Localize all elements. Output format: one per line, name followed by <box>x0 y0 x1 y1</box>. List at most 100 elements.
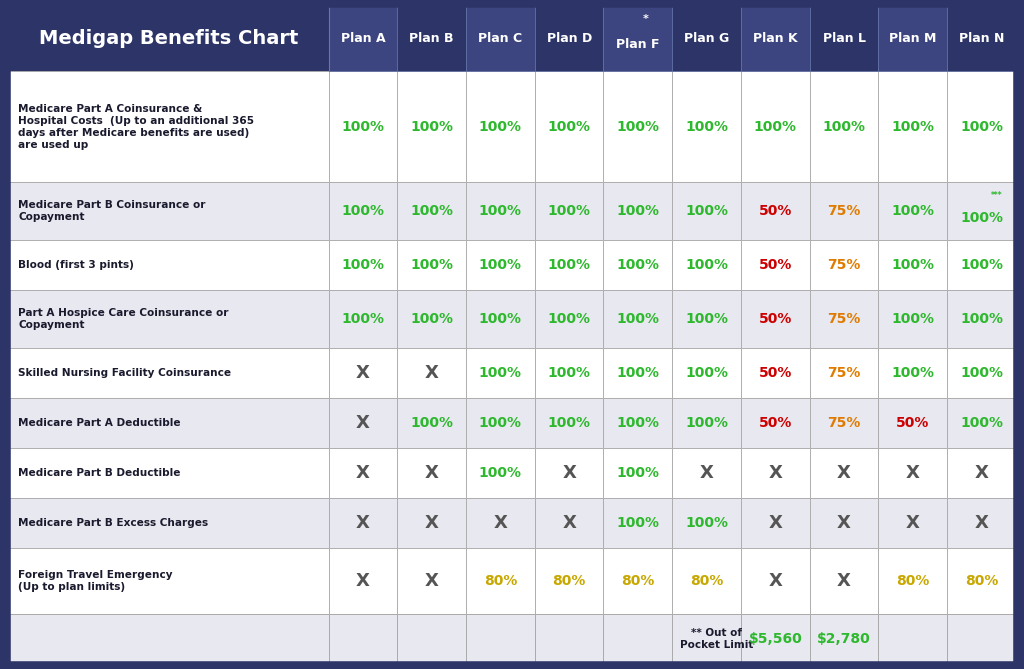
FancyBboxPatch shape <box>741 290 810 348</box>
FancyBboxPatch shape <box>879 348 947 398</box>
Text: X: X <box>768 572 782 590</box>
Text: 100%: 100% <box>959 416 1002 430</box>
FancyBboxPatch shape <box>8 548 329 613</box>
FancyBboxPatch shape <box>603 398 672 448</box>
FancyBboxPatch shape <box>535 240 603 290</box>
Text: 100%: 100% <box>479 120 522 134</box>
FancyBboxPatch shape <box>329 183 397 240</box>
FancyBboxPatch shape <box>329 448 397 498</box>
FancyBboxPatch shape <box>672 5 741 72</box>
FancyBboxPatch shape <box>397 398 466 448</box>
FancyBboxPatch shape <box>397 348 466 398</box>
Text: Part A Hospice Care Coinsurance or
Copayment: Part A Hospice Care Coinsurance or Copay… <box>18 308 228 330</box>
Text: X: X <box>768 464 782 482</box>
FancyBboxPatch shape <box>603 448 672 498</box>
Text: 100%: 100% <box>685 416 728 430</box>
FancyBboxPatch shape <box>535 498 603 548</box>
Text: X: X <box>562 464 577 482</box>
FancyBboxPatch shape <box>535 398 603 448</box>
Text: Blood (first 3 pints): Blood (first 3 pints) <box>18 260 134 270</box>
FancyBboxPatch shape <box>810 183 879 240</box>
Text: 100%: 100% <box>891 120 934 134</box>
Text: X: X <box>356 464 370 482</box>
FancyBboxPatch shape <box>672 348 741 398</box>
Text: 75%: 75% <box>827 366 861 380</box>
Text: Medicare Part B Coinsurance or
Copayment: Medicare Part B Coinsurance or Copayment <box>18 201 206 222</box>
FancyBboxPatch shape <box>672 72 741 183</box>
Text: 100%: 100% <box>548 416 591 430</box>
FancyBboxPatch shape <box>466 240 535 290</box>
FancyBboxPatch shape <box>603 348 672 398</box>
Text: 50%: 50% <box>759 312 792 326</box>
Text: Plan G: Plan G <box>684 32 729 45</box>
Text: Plan D: Plan D <box>547 32 592 45</box>
Text: X: X <box>494 514 507 532</box>
FancyBboxPatch shape <box>466 398 535 448</box>
Text: 50%: 50% <box>759 366 792 380</box>
Text: 100%: 100% <box>616 366 659 380</box>
FancyBboxPatch shape <box>8 183 329 240</box>
FancyBboxPatch shape <box>466 448 535 498</box>
Text: 80%: 80% <box>690 574 723 588</box>
Text: Plan C: Plan C <box>478 32 522 45</box>
Text: 100%: 100% <box>959 258 1002 272</box>
FancyBboxPatch shape <box>672 498 741 548</box>
Text: 100%: 100% <box>479 312 522 326</box>
Text: 100%: 100% <box>341 258 384 272</box>
FancyBboxPatch shape <box>741 72 810 183</box>
Text: Plan M: Plan M <box>889 32 936 45</box>
Text: 100%: 100% <box>616 204 659 218</box>
FancyBboxPatch shape <box>879 240 947 290</box>
Text: 100%: 100% <box>548 258 591 272</box>
FancyBboxPatch shape <box>947 5 1016 72</box>
FancyBboxPatch shape <box>466 498 535 548</box>
FancyBboxPatch shape <box>8 5 1016 72</box>
Text: 50%: 50% <box>759 258 792 272</box>
FancyBboxPatch shape <box>672 448 741 498</box>
FancyBboxPatch shape <box>810 72 879 183</box>
Text: 100%: 100% <box>479 366 522 380</box>
FancyBboxPatch shape <box>741 240 810 290</box>
Text: Plan N: Plan N <box>958 32 1005 45</box>
FancyBboxPatch shape <box>603 240 672 290</box>
Text: 100%: 100% <box>616 258 659 272</box>
FancyBboxPatch shape <box>329 290 397 348</box>
Text: X: X <box>356 514 370 532</box>
Text: X: X <box>768 514 782 532</box>
Text: 100%: 100% <box>891 204 934 218</box>
FancyBboxPatch shape <box>329 348 397 398</box>
FancyBboxPatch shape <box>741 5 810 72</box>
Text: Plan K: Plan K <box>753 32 798 45</box>
FancyBboxPatch shape <box>879 398 947 448</box>
FancyBboxPatch shape <box>397 5 466 72</box>
Text: *: * <box>643 13 649 23</box>
FancyBboxPatch shape <box>947 183 1016 240</box>
FancyBboxPatch shape <box>466 348 535 398</box>
Text: 100%: 100% <box>754 120 797 134</box>
FancyBboxPatch shape <box>8 498 329 548</box>
Text: X: X <box>356 414 370 432</box>
Text: X: X <box>425 364 438 382</box>
Text: ** Out of
Pocket Limit: ** Out of Pocket Limit <box>680 628 753 650</box>
FancyBboxPatch shape <box>397 290 466 348</box>
FancyBboxPatch shape <box>879 548 947 613</box>
Text: X: X <box>356 364 370 382</box>
FancyBboxPatch shape <box>603 290 672 348</box>
FancyBboxPatch shape <box>8 613 1016 664</box>
FancyBboxPatch shape <box>535 348 603 398</box>
Text: Medigap Benefits Chart: Medigap Benefits Chart <box>39 29 298 48</box>
FancyBboxPatch shape <box>397 548 466 613</box>
Text: 100%: 100% <box>411 416 454 430</box>
FancyBboxPatch shape <box>8 448 329 498</box>
Text: 100%: 100% <box>341 312 384 326</box>
FancyBboxPatch shape <box>603 72 672 183</box>
FancyBboxPatch shape <box>466 72 535 183</box>
FancyBboxPatch shape <box>603 183 672 240</box>
Text: X: X <box>975 464 988 482</box>
Text: $5,560: $5,560 <box>749 632 802 646</box>
Text: Plan F: Plan F <box>616 38 659 52</box>
Text: Medicare Part A Coinsurance &
Hospital Costs  (Up to an additional 365
days afte: Medicare Part A Coinsurance & Hospital C… <box>18 104 254 150</box>
Text: 100%: 100% <box>548 366 591 380</box>
Text: 100%: 100% <box>411 258 454 272</box>
Text: 100%: 100% <box>959 312 1002 326</box>
